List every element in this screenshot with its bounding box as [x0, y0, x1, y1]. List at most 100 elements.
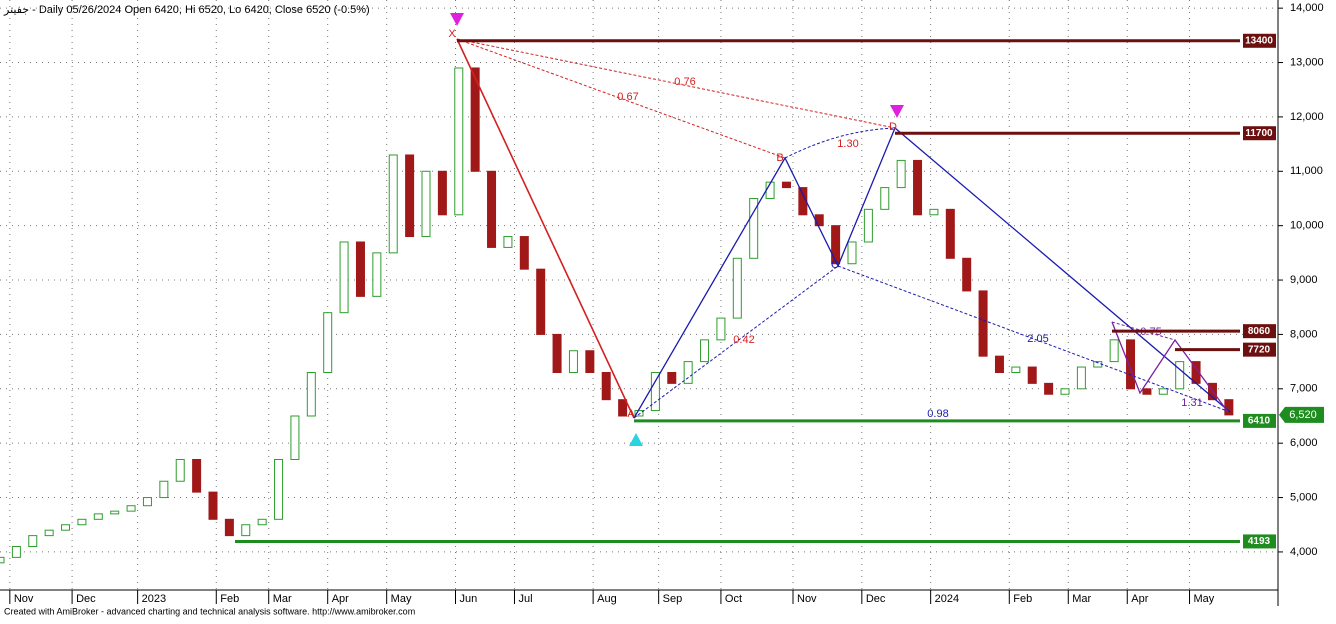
- candle: [339, 241, 349, 314]
- candle: [880, 187, 890, 210]
- candle: [44, 529, 54, 537]
- x-tick-label: Jul: [518, 593, 532, 605]
- candle: [831, 225, 841, 265]
- candle: [1109, 339, 1119, 363]
- candle: [585, 350, 595, 373]
- candle: [142, 497, 152, 507]
- candle: [77, 518, 87, 526]
- ratio: 0.67: [617, 91, 638, 103]
- y-tick-label: 4,000: [1290, 546, 1318, 558]
- x-tick-label: Mar: [1072, 593, 1091, 605]
- x-tick-label: May: [1194, 593, 1215, 605]
- candle: [372, 252, 382, 297]
- candle: [93, 513, 103, 520]
- candle: [568, 350, 578, 373]
- candle: [1158, 388, 1168, 395]
- x-tick-label: 2024: [935, 593, 959, 605]
- candle: [405, 154, 415, 238]
- candle: [28, 535, 38, 547]
- candle: [896, 159, 906, 189]
- candle: [421, 170, 431, 238]
- point-label: C: [831, 259, 839, 271]
- ratio: 0.76: [674, 76, 695, 88]
- candle: [470, 67, 480, 172]
- level-label: 6410: [1248, 416, 1271, 427]
- x-tick-label: Jun: [459, 593, 477, 605]
- level-box: [1243, 33, 1276, 48]
- x-tick-label: Nov: [14, 593, 34, 605]
- candles: [0, 67, 1234, 564]
- y-tick-label: 6,000: [1290, 437, 1318, 449]
- x-tick-label: 2023: [142, 593, 166, 605]
- candle: [61, 524, 71, 531]
- xb-line: [456, 38, 786, 159]
- candle: [536, 268, 546, 335]
- candle: [667, 371, 677, 384]
- candle: [781, 181, 791, 189]
- point-label: B: [776, 152, 783, 164]
- ratio: 0.42: [733, 334, 754, 346]
- footer-bg: [0, 606, 1336, 619]
- candle: [962, 257, 972, 292]
- candle: [241, 524, 251, 537]
- candle: [847, 241, 857, 265]
- axis-labels: 4,000 5,000 6,000 7,000 8,000 9,000 10,000 11,0…: [9, 2, 1324, 605]
- candle: [175, 458, 185, 482]
- bd-line: [784, 127, 896, 159]
- level-box: [1243, 324, 1276, 339]
- candle: [290, 415, 300, 460]
- candle: [257, 518, 267, 526]
- y-tick-label: 10,000: [1290, 220, 1324, 232]
- top-marker: [450, 13, 464, 26]
- y-tick-label: 11,000: [1290, 165, 1323, 177]
- price-label: 6,520: [1289, 409, 1317, 421]
- candle: [323, 312, 333, 373]
- y-tick-label: 13,000: [1290, 56, 1324, 68]
- candle: [1142, 388, 1152, 395]
- candle: [126, 505, 136, 512]
- y-tick-label: 9,000: [1290, 274, 1318, 286]
- xa-leg: [456, 38, 635, 419]
- ratio: 2.05: [1027, 333, 1048, 345]
- candle: [110, 510, 120, 515]
- candle: [388, 154, 398, 254]
- ac-line: [633, 265, 839, 419]
- candle: [749, 197, 759, 259]
- candle: [208, 491, 218, 520]
- candle: [274, 458, 284, 520]
- level-box: [1243, 534, 1276, 549]
- level-label: 11700: [1245, 128, 1273, 139]
- x-tick-label: Nov: [797, 593, 817, 605]
- ratio-labels: 0.76 0.67 1.30 0.42 2.05 0.98 0.75 1.31 …: [448, 28, 1202, 420]
- candle: [650, 371, 660, 412]
- x-tick-label: Apr: [1131, 593, 1148, 605]
- candle: [716, 317, 726, 341]
- point-label: D: [889, 121, 897, 133]
- x-tick-label: May: [391, 593, 412, 605]
- x-tick-label: Sep: [663, 593, 683, 605]
- candle: [994, 355, 1004, 373]
- ratio: 1.30: [837, 138, 858, 150]
- x-tick-label: Dec: [76, 593, 96, 605]
- x-tick-label: Mar: [273, 593, 292, 605]
- level-label: 13400: [1245, 35, 1273, 46]
- level-label: 7720: [1248, 344, 1271, 355]
- candle: [355, 241, 365, 297]
- level-label: 8060: [1248, 326, 1271, 337]
- candle: [159, 480, 169, 499]
- y-tick-label: 7,000: [1290, 383, 1318, 395]
- footer: Created with AmiBroker - advanced charti…: [4, 606, 415, 616]
- candle: [519, 236, 529, 270]
- candle: [978, 290, 988, 357]
- small-pattern: [1111, 321, 1229, 413]
- candle: [487, 170, 497, 248]
- candle: [1060, 388, 1070, 395]
- candle: [814, 214, 824, 227]
- candle: [945, 208, 955, 259]
- x-tick-label: Dec: [866, 593, 886, 605]
- candle: [618, 399, 628, 417]
- candle: [1044, 382, 1054, 395]
